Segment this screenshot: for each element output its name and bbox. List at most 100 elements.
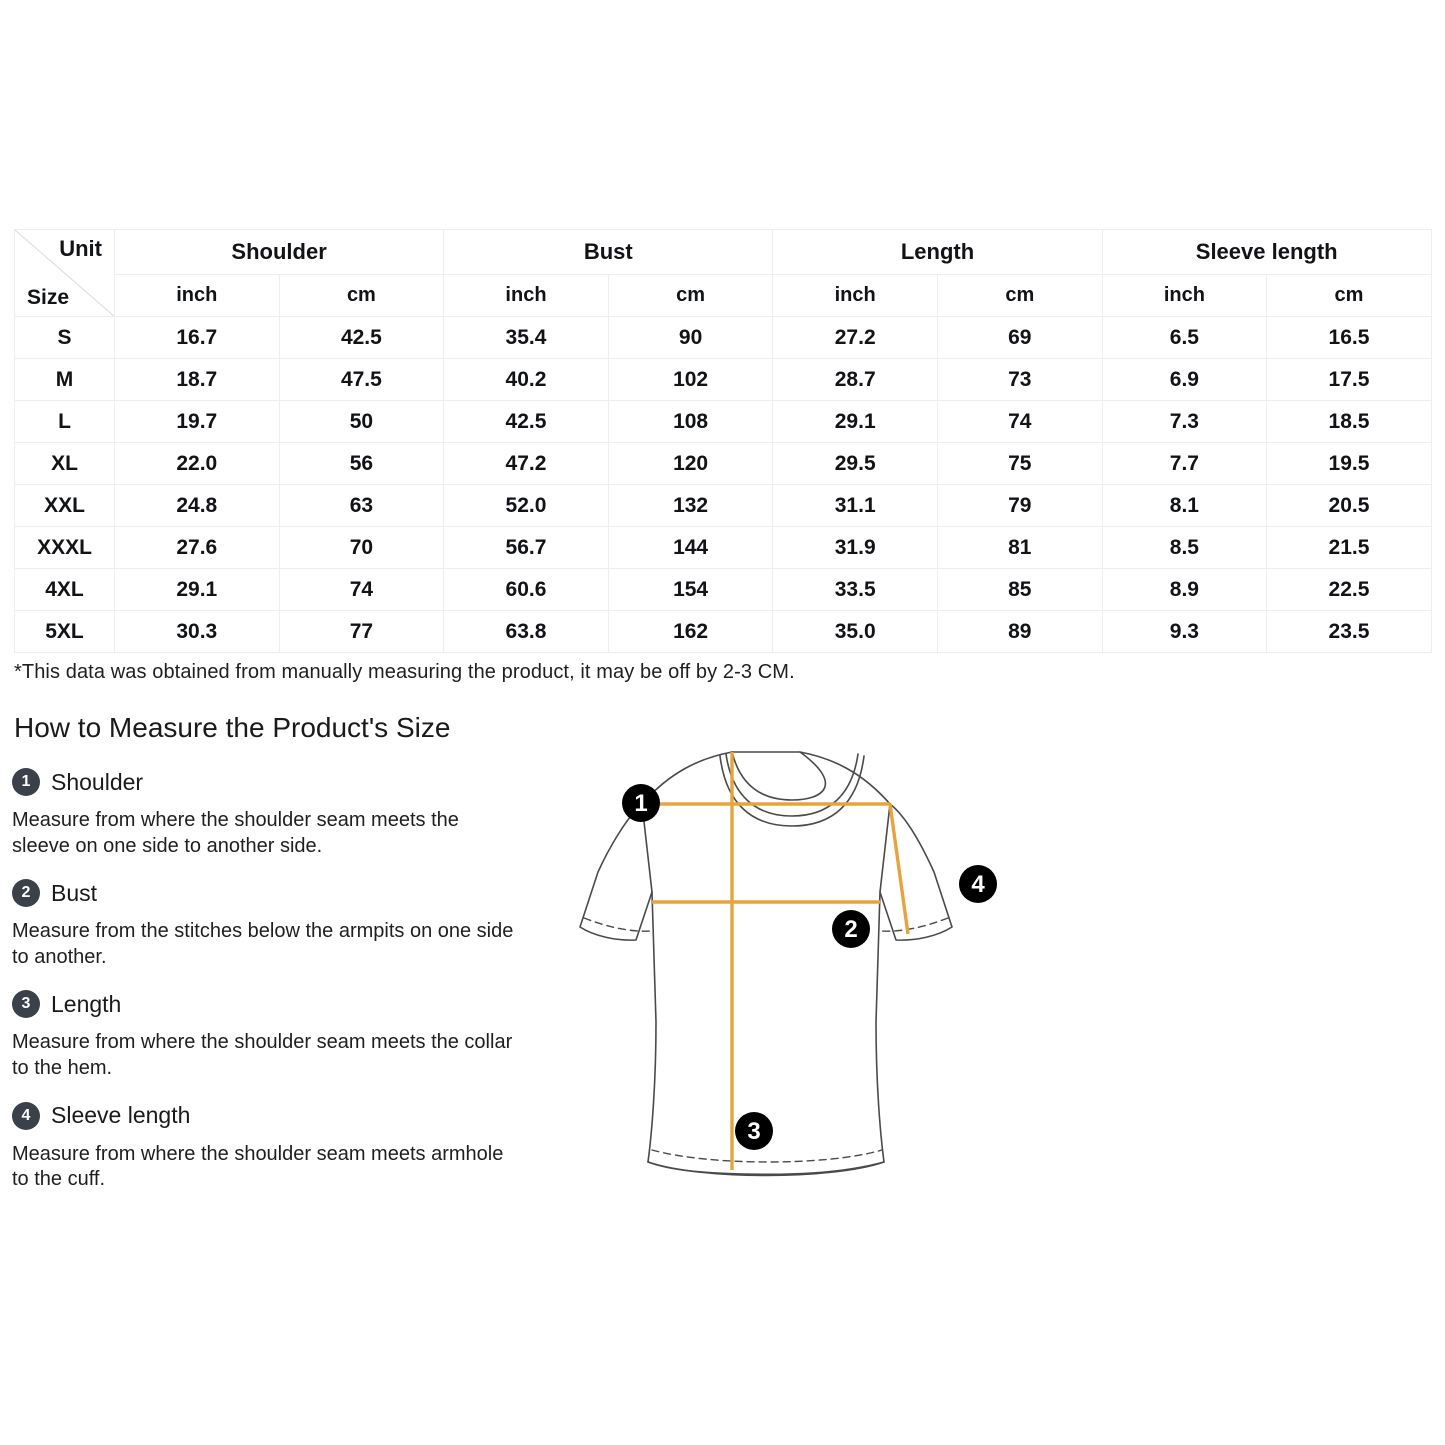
step-number-badge: 1 <box>12 768 40 796</box>
measure-instruction-title: Sleeve length <box>51 1102 191 1129</box>
corner-unit-size-cell: Unit Size <box>14 229 115 317</box>
diagram-marker-1: 1 <box>622 784 660 822</box>
table-row: M 18.7 47.5 40.2 102 28.7 73 6.9 17.5 <box>14 358 1432 401</box>
table-cell: 27.2 <box>772 316 938 359</box>
header-unit-row: inch cm inch cm inch cm inch cm <box>15 274 1432 317</box>
step-number-badge: 2 <box>12 879 40 908</box>
table-cell: 18.5 <box>1266 400 1432 443</box>
marker-2-label: 2 <box>844 916 857 943</box>
measure-instruction-title: Bust <box>51 879 98 906</box>
table-cell: 18.7 <box>114 358 280 401</box>
subheader-sleeve-cm: cm <box>1266 274 1432 317</box>
table-cell: 47.5 <box>278 358 445 401</box>
step-number-badge: 3 <box>12 990 40 1019</box>
table-cell: 7.7 <box>1101 442 1268 485</box>
table-cell: 144 <box>607 526 774 569</box>
table-cell: 154 <box>607 568 774 611</box>
table-cell: 7.3 <box>1101 400 1268 443</box>
table-row: XL 22.0 56 47.2 120 29.5 75 7.7 19.5 <box>14 442 1432 485</box>
table-cell: 90 <box>607 316 774 359</box>
table-cell: 52.0 <box>443 484 609 527</box>
table-cell: 108 <box>607 400 774 443</box>
subheader-sleeve-inch: inch <box>1101 274 1268 317</box>
table-cell: 19.7 <box>114 400 280 443</box>
table-cell: 69 <box>936 316 1103 359</box>
table-cell: 42.5 <box>443 400 609 443</box>
table-cell: 20.5 <box>1266 484 1432 527</box>
measure-instruction-header: 3 Length <box>12 990 522 1019</box>
table-cell: 17.5 <box>1266 358 1432 401</box>
table-cell: 102 <box>607 358 774 401</box>
row-size-label: XXL <box>14 484 115 527</box>
table-cell: 29.1 <box>772 400 938 443</box>
table-cell: 30.3 <box>114 610 280 653</box>
measure-instruction-header: 2 Bust <box>12 879 522 908</box>
table-cell: 132 <box>607 484 774 527</box>
subheader-bust-cm: cm <box>607 274 774 317</box>
subheader-shoulder-inch: inch <box>114 274 280 317</box>
marker-1-label: 1 <box>634 790 647 817</box>
table-cell: 9.3 <box>1101 610 1268 653</box>
size-table: Unit Size Shoulder Bust Length Sleeve le… <box>14 229 1432 653</box>
table-cell: 50 <box>278 400 445 443</box>
table-cell: 6.5 <box>1101 316 1268 359</box>
table-cell: 63.8 <box>443 610 609 653</box>
table-cell: 16.7 <box>114 316 280 359</box>
table-cell: 21.5 <box>1266 526 1432 569</box>
row-size-label: XXXL <box>14 526 115 569</box>
table-cell: 19.5 <box>1266 442 1432 485</box>
group-header-bust: Bust <box>443 229 774 275</box>
marker-3-label: 3 <box>747 1118 760 1145</box>
table-cell: 89 <box>936 610 1103 653</box>
table-row: XXL 24.8 63 52.0 132 31.1 79 8.1 20.5 <box>14 484 1432 527</box>
measurement-lines <box>642 752 910 1170</box>
table-cell: 120 <box>607 442 774 485</box>
table-cell: 63 <box>278 484 445 527</box>
measure-instruction-header: 4 Sleeve length <box>12 1101 522 1130</box>
table-cell: 47.2 <box>443 442 609 485</box>
table-cell: 27.6 <box>114 526 280 569</box>
row-size-label: S <box>14 316 115 359</box>
measure-instruction-item: 3 Length Measure from where the shoulder s… <box>12 990 522 1081</box>
table-cell: 31.9 <box>772 526 938 569</box>
sleeve-measure-line <box>888 803 910 935</box>
diagram-marker-4: 4 <box>959 865 997 903</box>
subheader-bust-inch: inch <box>443 274 609 317</box>
table-cell: 35.0 <box>772 610 938 653</box>
table-cell: 29.1 <box>114 568 280 611</box>
measure-instruction-text: Measure from where the shoulder seam mee… <box>12 809 459 857</box>
measure-instruction-item: 4 Sleeve length Measure from where the sho… <box>12 1101 522 1193</box>
right-sleeve-stitch <box>881 917 949 932</box>
row-size-label: L <box>14 400 115 443</box>
table-cell: 33.5 <box>772 568 938 611</box>
size-table-container: Unit Size Shoulder Bust Length Sleeve le… <box>14 229 1432 653</box>
table-cell: 162 <box>607 610 774 653</box>
table-cell: 35.4 <box>443 316 609 359</box>
table-row: 5XL 30.3 77 63.8 162 35.0 89 9.3 23.5 <box>14 610 1432 653</box>
corner-unit-label: Unit <box>59 236 102 261</box>
table-cell: 73 <box>936 358 1103 401</box>
group-header-shoulder: Shoulder <box>113 229 445 275</box>
measurement-disclaimer: *This data was obtained from manually me… <box>14 661 795 683</box>
row-size-label: 5XL <box>14 610 115 653</box>
table-cell: 77 <box>278 610 445 653</box>
table-cell: 29.5 <box>772 442 938 485</box>
how-to-measure-list: 1 Shoulder Measure from where the shoulder… <box>12 768 522 1213</box>
table-body: S 16.7 42.5 35.4 90 27.2 69 6.5 16.5 M 18.7 47.5 40.… <box>14 316 1432 653</box>
left-sleeve-stitch <box>583 917 651 932</box>
table-row: 4XL 29.1 74 60.6 154 33.5 85 8.9 22.5 <box>14 568 1432 611</box>
table-cell: 8.1 <box>1101 484 1268 527</box>
table-cell: 81 <box>936 526 1103 569</box>
table-cell: 75 <box>936 442 1103 485</box>
step-number-badge: 4 <box>12 1101 40 1130</box>
table-cell: 28.7 <box>772 358 938 401</box>
table-cell: 23.5 <box>1266 610 1432 653</box>
row-size-label: 4XL <box>14 568 115 611</box>
measure-instruction-text: Measure from where the shoulder seam mee… <box>12 1031 513 1079</box>
subheader-length-cm: cm <box>936 274 1103 317</box>
measure-instruction-item: 1 Shoulder Measure from where the shoulder… <box>12 768 522 859</box>
measure-instruction-text: Measure from where the shoulder seam mee… <box>12 1142 504 1191</box>
tshirt-illustration-icon: 1 4 2 3 <box>579 751 997 1177</box>
row-size-label: XL <box>14 442 115 485</box>
